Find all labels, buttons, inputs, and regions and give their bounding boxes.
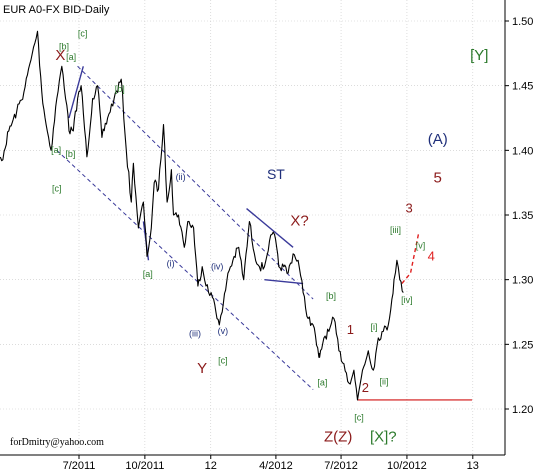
wave-label-big: ST xyxy=(267,166,285,182)
x-tick-label: 4/2012 xyxy=(259,460,293,472)
wave-label-small: [v] xyxy=(416,241,426,251)
wave-label-small: (v) xyxy=(218,326,229,336)
wave-label-small: [iv] xyxy=(401,295,413,305)
wave-label-small: [b] xyxy=(65,149,75,159)
wave-label-big: 4 xyxy=(428,248,435,263)
wave-label-big: 1 xyxy=(347,322,354,337)
wave-label-small: (i) xyxy=(167,259,175,269)
y-tick-label: 1.25 xyxy=(512,339,533,351)
x-tick-label: 13 xyxy=(467,460,479,472)
y-tick-label: 1.50 xyxy=(512,16,533,28)
wave-label-small: [c] xyxy=(78,29,88,39)
x-tick-label: 10/2011 xyxy=(125,460,164,472)
wave-label-big: Z(Z) xyxy=(324,428,352,445)
wave-label-small: (iii) xyxy=(189,329,201,339)
wave-label-small: [a] xyxy=(51,145,61,155)
gridlines xyxy=(0,0,505,455)
y-tick-label: 1.20 xyxy=(512,404,533,416)
lower-channel-line xyxy=(56,149,314,390)
x-tick-label: 10/2012 xyxy=(387,460,427,472)
wave-label-big: Y xyxy=(197,360,207,377)
wave-label-big: [Y] xyxy=(470,47,488,64)
wave-label-big: (A) xyxy=(428,131,448,148)
wave-label-small: [c] xyxy=(354,413,364,423)
st-line-upper xyxy=(246,207,294,248)
wave-label-big: X xyxy=(55,47,65,64)
chart-title: EUR A0-FX BID-Daily xyxy=(3,4,110,16)
price-line xyxy=(0,30,404,401)
wave-label-big: X? xyxy=(290,212,308,229)
x-tick-label: 12 xyxy=(205,460,217,472)
wave-label-small: [c] xyxy=(52,184,62,194)
wave-label-small: [iii] xyxy=(390,225,401,235)
wave-label-small: [a] xyxy=(317,378,327,388)
wave-label-small: [c] xyxy=(218,356,228,366)
wave-label-big: 5 xyxy=(434,170,442,187)
upper-channel-line xyxy=(77,65,314,300)
author-email: forDmitry@yahoo.com xyxy=(10,437,104,448)
y-tick-label: 1.40 xyxy=(512,145,533,157)
wave-label-small: [b] xyxy=(115,84,125,94)
y-tick-label: 1.35 xyxy=(512,210,533,222)
wave-label-big: [X]? xyxy=(370,428,397,445)
wave-label-small: [a] xyxy=(66,52,76,62)
wave-label-big: 3 xyxy=(405,200,412,215)
price-series xyxy=(0,30,404,401)
y-tick-label: 1.30 xyxy=(512,275,533,287)
wave-label-small: (ii) xyxy=(176,172,186,182)
wave-label-small: [ii] xyxy=(380,376,389,386)
wave-label-small: (iv) xyxy=(211,261,224,271)
st-line-lower xyxy=(264,278,304,285)
wave-label-small: [i] xyxy=(370,322,377,332)
x-tick-label: 7/2012 xyxy=(324,460,358,472)
wave-label-big: 2 xyxy=(362,380,369,395)
wave-label-small: [b] xyxy=(59,41,69,51)
wave-labels: (XX)XWYX?ST[Y](A)53412Z(Z)[X]?[a][b][c][… xyxy=(51,29,488,446)
wave-label-small: [a] xyxy=(143,269,153,279)
wave-line-b xyxy=(68,66,84,119)
y-tick-label: 1.45 xyxy=(512,81,533,93)
x-tick-label: 7/2011 xyxy=(63,460,96,472)
wave-label-small: [b] xyxy=(326,291,336,301)
